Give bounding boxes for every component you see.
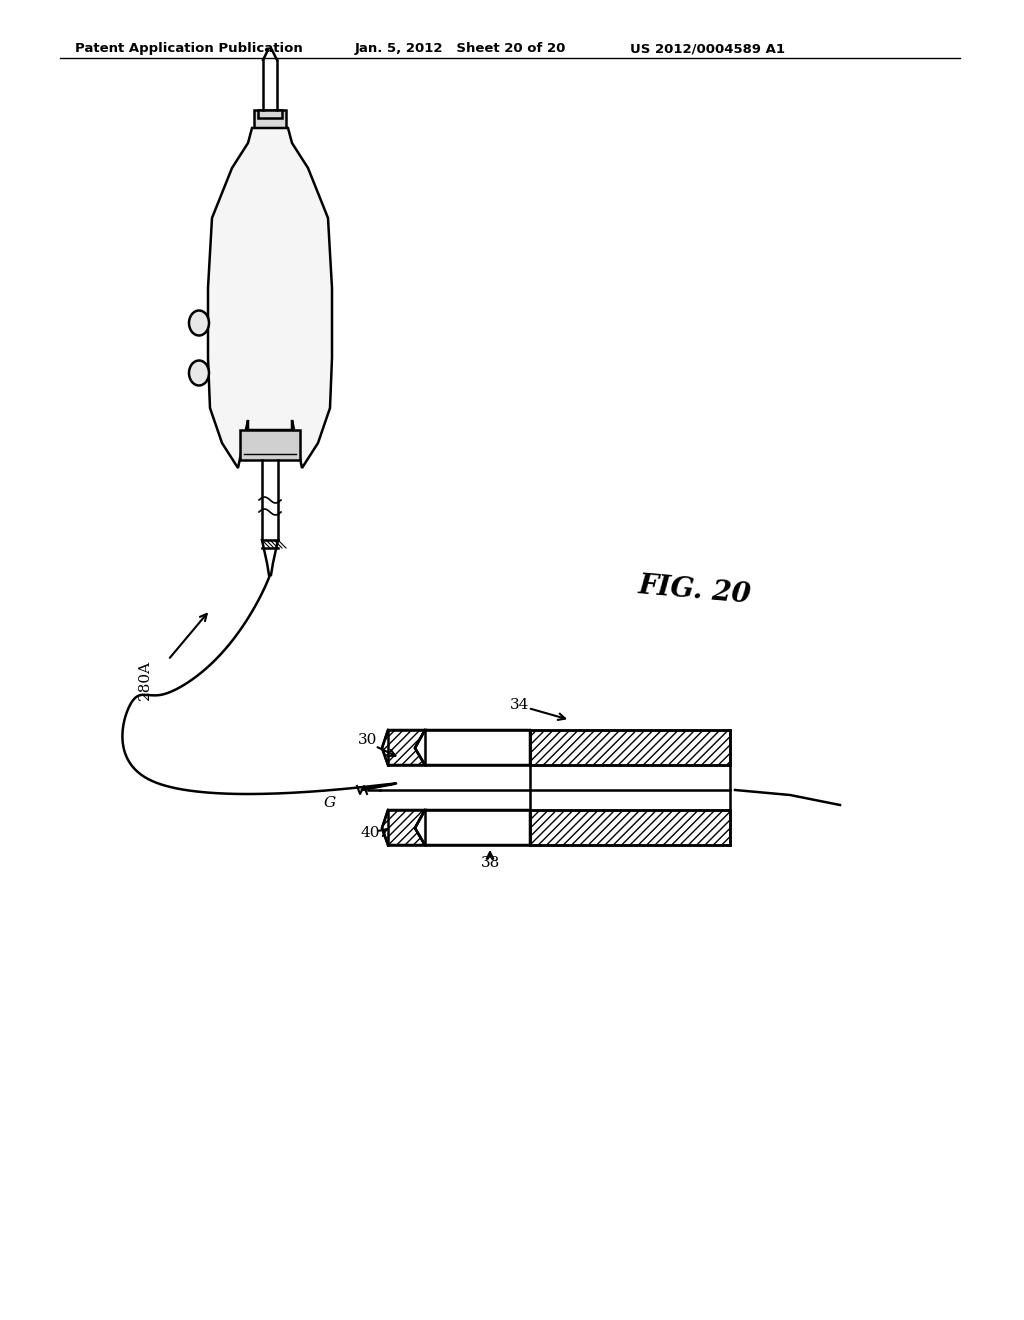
Ellipse shape: [189, 310, 209, 335]
FancyBboxPatch shape: [240, 430, 300, 459]
Text: Patent Application Publication: Patent Application Publication: [75, 42, 303, 55]
Text: US 2012/0004589 A1: US 2012/0004589 A1: [630, 42, 785, 55]
Text: 280A: 280A: [138, 660, 152, 700]
Polygon shape: [415, 810, 530, 845]
Text: 40: 40: [360, 826, 380, 840]
Polygon shape: [530, 730, 730, 766]
Polygon shape: [415, 730, 530, 766]
Text: G: G: [324, 796, 336, 810]
Text: 38: 38: [480, 855, 500, 870]
Ellipse shape: [189, 360, 209, 385]
Polygon shape: [208, 128, 332, 469]
FancyBboxPatch shape: [254, 110, 286, 128]
FancyBboxPatch shape: [258, 110, 282, 117]
Polygon shape: [382, 810, 425, 845]
Text: Jan. 5, 2012   Sheet 20 of 20: Jan. 5, 2012 Sheet 20 of 20: [355, 42, 566, 55]
Polygon shape: [530, 810, 730, 845]
Text: FIG. 20: FIG. 20: [637, 572, 753, 609]
Text: 34: 34: [510, 698, 529, 711]
Text: 30: 30: [358, 733, 378, 747]
Polygon shape: [382, 730, 425, 766]
